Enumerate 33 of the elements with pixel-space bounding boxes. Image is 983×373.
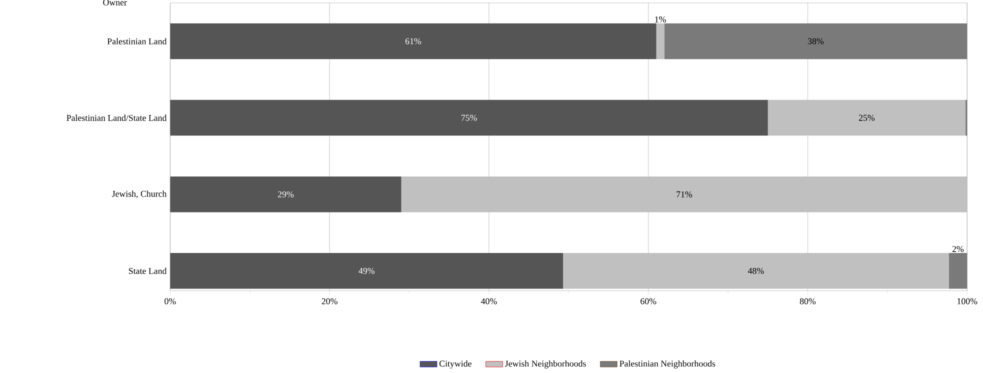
data-label: 48% [748, 268, 764, 274]
bar [401, 176, 968, 212]
data-label: 75% [461, 114, 477, 121]
x-tick-label: 60% [640, 298, 656, 304]
legend-label: Citywide [439, 360, 472, 368]
x-tick-label: 80% [800, 298, 816, 304]
data-label: 61% [405, 38, 422, 44]
bar [170, 252, 564, 289]
bar [170, 23, 656, 60]
legend-label: Palestinian Neighborhoods [620, 360, 716, 368]
y-tick-label: Palestinian Land/State Land [66, 114, 167, 121]
bar [664, 23, 968, 60]
bar [563, 252, 949, 289]
x-tick-label: 0% [164, 298, 176, 304]
data-label: 38% [808, 38, 824, 44]
bar [948, 252, 968, 289]
data-label: 25% [858, 114, 875, 121]
legend-label: Jewish Neighborhoods [505, 360, 586, 368]
bar [768, 100, 966, 136]
y-tick-label: Jewish, Church [112, 190, 167, 198]
x-tick-label: 20% [322, 298, 338, 304]
data-label: 71% [676, 191, 692, 198]
data-label: 2% [952, 246, 964, 252]
bar [170, 176, 402, 212]
y-tick-label: Palestinian Land [107, 38, 167, 44]
data-label: 49% [358, 268, 374, 274]
bar [656, 23, 664, 60]
x-tick-label: 100% [958, 298, 978, 304]
data-label: 29% [278, 191, 294, 198]
x-tick-label: 40% [480, 298, 497, 304]
y-tick-label: State Land [128, 268, 167, 274]
bar [170, 100, 768, 136]
data-label: 1% [655, 16, 666, 22]
